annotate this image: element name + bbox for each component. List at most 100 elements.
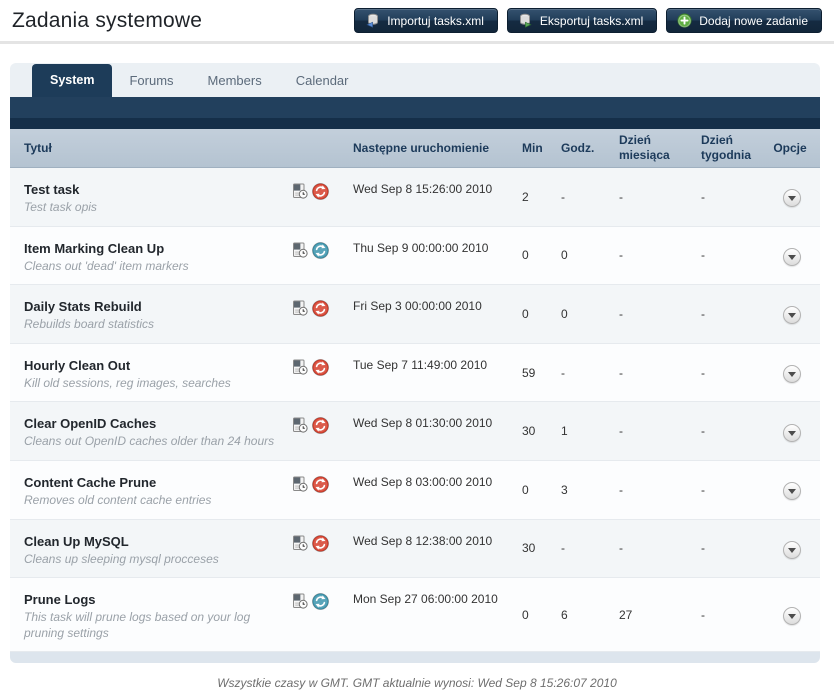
table-row: Item Marking Clean Up Cleans out 'dead' … [10, 227, 820, 286]
day-of-month-value: - [606, 520, 688, 578]
view-log-icon[interactable] [292, 593, 308, 609]
day-of-month-value: - [606, 461, 688, 519]
day-of-week-value: - [688, 578, 764, 651]
chevron-down-icon [788, 489, 796, 494]
minutes-value: 0 [504, 461, 550, 519]
task-description: Cleans out 'dead' item markers [24, 259, 286, 275]
task-description: Test task opis [24, 200, 286, 216]
table-row: Clean Up MySQL Cleans up sleeping mysql … [10, 520, 820, 579]
chevron-down-icon [788, 313, 796, 318]
chevron-down-icon [788, 196, 796, 201]
day-of-month-value: - [606, 227, 688, 285]
next-run-date: Wed Sep 8 03:00:00 2010 [336, 461, 504, 519]
chevron-down-icon [788, 431, 796, 436]
page-header: Zadania systemowe Importuj tasks.xml Eks [0, 0, 834, 39]
tab-calendar[interactable]: Calendar [279, 65, 366, 97]
database-export-icon [518, 13, 533, 28]
tab-bar: System Forums Members Calendar [10, 63, 820, 97]
run-now-icon[interactable] [312, 359, 329, 376]
minutes-value: 0 [504, 578, 550, 651]
options-dropdown-button[interactable] [783, 306, 801, 324]
run-now-icon[interactable] [312, 242, 329, 259]
task-description: Removes old content cache entries [24, 493, 286, 509]
next-run-date: Wed Sep 8 12:38:00 2010 [336, 520, 504, 578]
task-description: Kill old sessions, reg images, searches [24, 376, 286, 392]
task-actions [292, 474, 336, 509]
chevron-down-icon [788, 548, 796, 553]
run-now-icon[interactable] [312, 300, 329, 317]
tab-system[interactable]: System [32, 64, 112, 97]
minutes-value: 59 [504, 344, 550, 402]
table-row: Daily Stats Rebuild Rebuilds board stati… [10, 285, 820, 344]
chevron-down-icon [788, 255, 796, 260]
task-title: Content Cache Prune [24, 474, 286, 490]
hours-value: 3 [550, 461, 606, 519]
view-log-icon[interactable] [292, 242, 308, 258]
table-header: Tytuł Następne uruchomienie Min Godz. Dz… [10, 129, 820, 168]
day-of-month-value: - [606, 402, 688, 460]
task-actions [292, 181, 336, 216]
task-actions [292, 298, 336, 333]
export-tasks-label: Eksportuj tasks.xml [540, 14, 643, 28]
task-actions [292, 591, 336, 641]
task-title: Clean Up MySQL [24, 533, 286, 549]
options-dropdown-button[interactable] [783, 607, 801, 625]
options-dropdown-button[interactable] [783, 424, 801, 442]
database-import-icon [365, 13, 380, 28]
run-now-icon[interactable] [312, 593, 329, 610]
options-dropdown-button[interactable] [783, 541, 801, 559]
task-description: Rebuilds board statistics [24, 317, 286, 333]
task-description: Cleans out OpenID caches older than 24 h… [24, 434, 286, 450]
view-log-icon[interactable] [292, 535, 308, 551]
minutes-value: 30 [504, 520, 550, 578]
run-now-icon[interactable] [312, 476, 329, 493]
column-header-day-of-week: Dzień tygodnia [688, 129, 764, 167]
task-actions [292, 533, 336, 568]
hours-value: 0 [550, 285, 606, 343]
options-dropdown-button[interactable] [783, 365, 801, 383]
next-run-date: Wed Sep 8 15:26:00 2010 [336, 168, 504, 226]
tab-members[interactable]: Members [191, 65, 279, 97]
table-row: Prune Logs This task will prune logs bas… [10, 578, 820, 652]
add-task-button[interactable]: Dodaj nowe zadanie [666, 8, 822, 33]
export-tasks-button[interactable]: Eksportuj tasks.xml [507, 8, 657, 33]
run-now-icon[interactable] [312, 183, 329, 200]
day-of-month-value: - [606, 168, 688, 226]
task-title: Hourly Clean Out [24, 357, 286, 373]
view-log-icon[interactable] [292, 417, 308, 433]
task-title: Test task [24, 181, 286, 197]
hours-value: - [550, 168, 606, 226]
day-of-week-value: - [688, 461, 764, 519]
run-now-icon[interactable] [312, 535, 329, 552]
options-dropdown-button[interactable] [783, 482, 801, 500]
view-log-icon[interactable] [292, 476, 308, 492]
day-of-week-value: - [688, 285, 764, 343]
add-task-label: Dodaj nowe zadanie [699, 14, 808, 28]
view-log-icon[interactable] [292, 359, 308, 375]
view-log-icon[interactable] [292, 183, 308, 199]
hours-value: 0 [550, 227, 606, 285]
options-dropdown-button[interactable] [783, 189, 801, 207]
tab-forums[interactable]: Forums [112, 65, 190, 97]
task-actions [292, 357, 336, 392]
minutes-value: 0 [504, 227, 550, 285]
import-tasks-button[interactable]: Importuj tasks.xml [354, 8, 498, 33]
view-log-icon[interactable] [292, 300, 308, 316]
day-of-month-value: 27 [606, 578, 688, 651]
minutes-value: 0 [504, 285, 550, 343]
task-description: Cleans up sleeping mysql procceses [24, 552, 286, 568]
minutes-value: 30 [504, 402, 550, 460]
panel-header-bar-shadow [10, 118, 820, 129]
day-of-month-value: - [606, 285, 688, 343]
column-header-day-of-month: Dzień miesiąca [606, 129, 688, 167]
table-row: Content Cache Prune Removes old content … [10, 461, 820, 520]
chevron-down-icon [788, 372, 796, 377]
run-now-icon[interactable] [312, 417, 329, 434]
table-row: Hourly Clean Out Kill old sessions, reg … [10, 344, 820, 403]
next-run-date: Wed Sep 8 01:30:00 2010 [336, 402, 504, 460]
options-dropdown-button[interactable] [783, 248, 801, 266]
gmt-note: Wszystkie czasy w GMT. GMT aktualnie wyn… [0, 676, 834, 690]
column-header-options: Opcje [764, 129, 820, 167]
next-run-date: Mon Sep 27 06:00:00 2010 [336, 578, 504, 651]
hours-value: 6 [550, 578, 606, 651]
